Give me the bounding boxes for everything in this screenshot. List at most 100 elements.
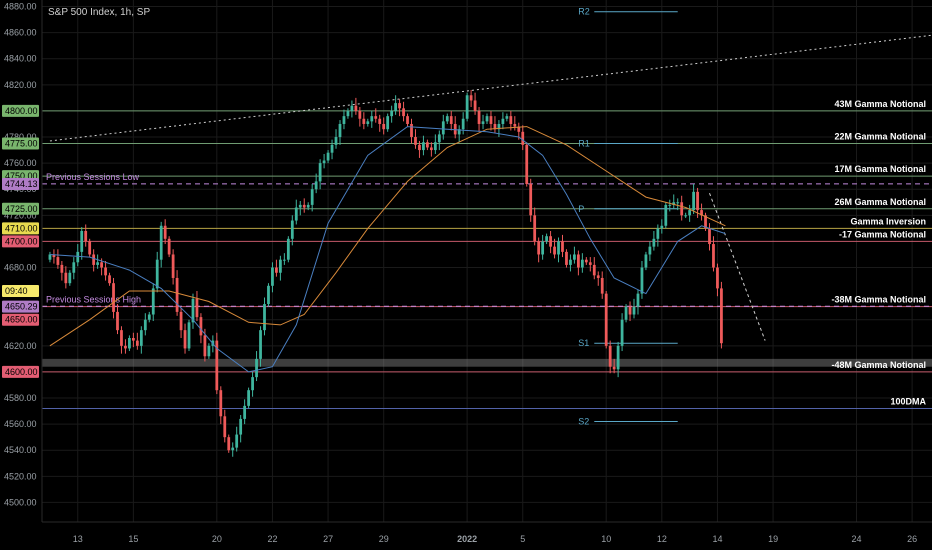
candle-body: [104, 267, 107, 276]
x-tick-label: 14: [712, 534, 722, 544]
candle-body: [668, 204, 672, 206]
candle-body: [378, 118, 382, 124]
candle-body: [286, 238, 290, 260]
candle-body: [620, 319, 624, 346]
x-tick-label: 26: [907, 534, 917, 544]
candle-body: [282, 259, 286, 261]
candle-body: [227, 437, 231, 451]
price-badge: [2, 313, 39, 326]
candle-body: [533, 215, 537, 242]
candle-body: [573, 254, 576, 260]
candle-body: [294, 207, 298, 221]
candle-body: [398, 103, 401, 109]
candle-body: [414, 137, 417, 145]
candle-body: [688, 210, 692, 216]
candle-body: [473, 100, 477, 111]
candle-body: [219, 390, 223, 417]
price-badge-label: 4775.00: [5, 139, 38, 149]
price-badge-label: 4750.00: [5, 171, 38, 181]
candle-body: [640, 267, 644, 294]
candle-body: [199, 317, 203, 336]
candle-body: [342, 116, 346, 124]
candle-body: [318, 163, 322, 182]
candle-body: [223, 416, 227, 438]
candle-body: [191, 298, 195, 323]
candle-body: [624, 306, 628, 320]
candle-body: [521, 131, 525, 145]
y-tick-label: 4820.00: [4, 80, 37, 90]
x-tick-label: 19: [768, 534, 778, 544]
pivot-label: P: [578, 204, 584, 214]
y-tick-label: 4580.00: [4, 393, 37, 403]
candle-body: [151, 288, 155, 315]
price-badge: [2, 222, 39, 235]
candle-body: [541, 241, 545, 255]
candle-body: [680, 202, 684, 216]
candle-body: [84, 230, 88, 242]
candle-body: [255, 358, 258, 378]
candle-body: [358, 110, 362, 119]
session-label: Previous Sessions High: [46, 294, 141, 304]
y-tick-label: 4540.00: [4, 445, 37, 455]
candle-body: [96, 262, 100, 265]
candle-body: [128, 337, 131, 349]
candle-body: [481, 121, 485, 124]
gamma-level-label: Gamma Inversion: [850, 216, 926, 226]
price-badge-label: 4700.00: [5, 236, 38, 246]
chart-title: S&P 500 Index, 1h, SP: [48, 7, 150, 18]
candle-body: [350, 105, 354, 111]
price-badge-label: 4710.00: [5, 223, 38, 233]
candle-body: [235, 434, 239, 448]
candle-body: [259, 330, 262, 359]
candle-body: [704, 215, 707, 229]
candle-body: [505, 116, 509, 119]
gamma-level-label: 43M Gamma Notional: [834, 99, 926, 109]
price-badge: [2, 104, 39, 117]
candle-body: [712, 244, 715, 268]
y-tick-label: 4840.00: [4, 54, 37, 64]
x-tick-label: 22: [267, 534, 277, 544]
candle-body: [469, 95, 473, 101]
candle-body: [449, 116, 453, 124]
candle-body: [306, 204, 310, 208]
candle-body: [660, 225, 664, 229]
candle-body: [56, 257, 60, 265]
candle-body: [88, 241, 92, 255]
candle-body: [271, 267, 274, 286]
y-tick-label: 4880.00: [4, 2, 37, 12]
candle-body: [445, 116, 449, 122]
candle-body: [426, 142, 429, 148]
candle-body: [592, 264, 596, 276]
candle-body: [112, 283, 115, 312]
candle-body: [247, 390, 250, 406]
candle-body: [569, 259, 572, 265]
gamma-level-label: -17 Gamma Notional: [839, 229, 926, 239]
price-badge-label: 4650.29: [5, 302, 38, 312]
candle-body: [100, 262, 103, 268]
candle-body: [580, 259, 584, 268]
candle-body: [529, 184, 533, 216]
candle-body: [390, 110, 394, 117]
candle-body: [692, 191, 695, 211]
candle-body: [565, 251, 568, 265]
price-badge: [2, 235, 39, 248]
candle-body: [231, 447, 235, 451]
candle-body: [402, 108, 405, 117]
pivot-label: S2: [578, 417, 589, 427]
candle-body: [433, 142, 437, 151]
candle-body: [612, 366, 616, 370]
candle-body: [330, 144, 334, 153]
y-tick-label: 4520.00: [4, 471, 37, 481]
candle-body: [302, 204, 306, 208]
candle-body: [557, 241, 560, 255]
candle-body: [477, 110, 481, 124]
candle-body: [52, 254, 56, 258]
candle-body: [628, 306, 632, 315]
x-tick-label: 24: [852, 534, 862, 544]
candle-body: [120, 330, 123, 346]
candle-body: [453, 123, 457, 135]
x-tick-label: 29: [379, 534, 389, 544]
candle-body: [632, 306, 636, 315]
candle-body: [64, 272, 68, 284]
candle-body: [366, 121, 370, 124]
